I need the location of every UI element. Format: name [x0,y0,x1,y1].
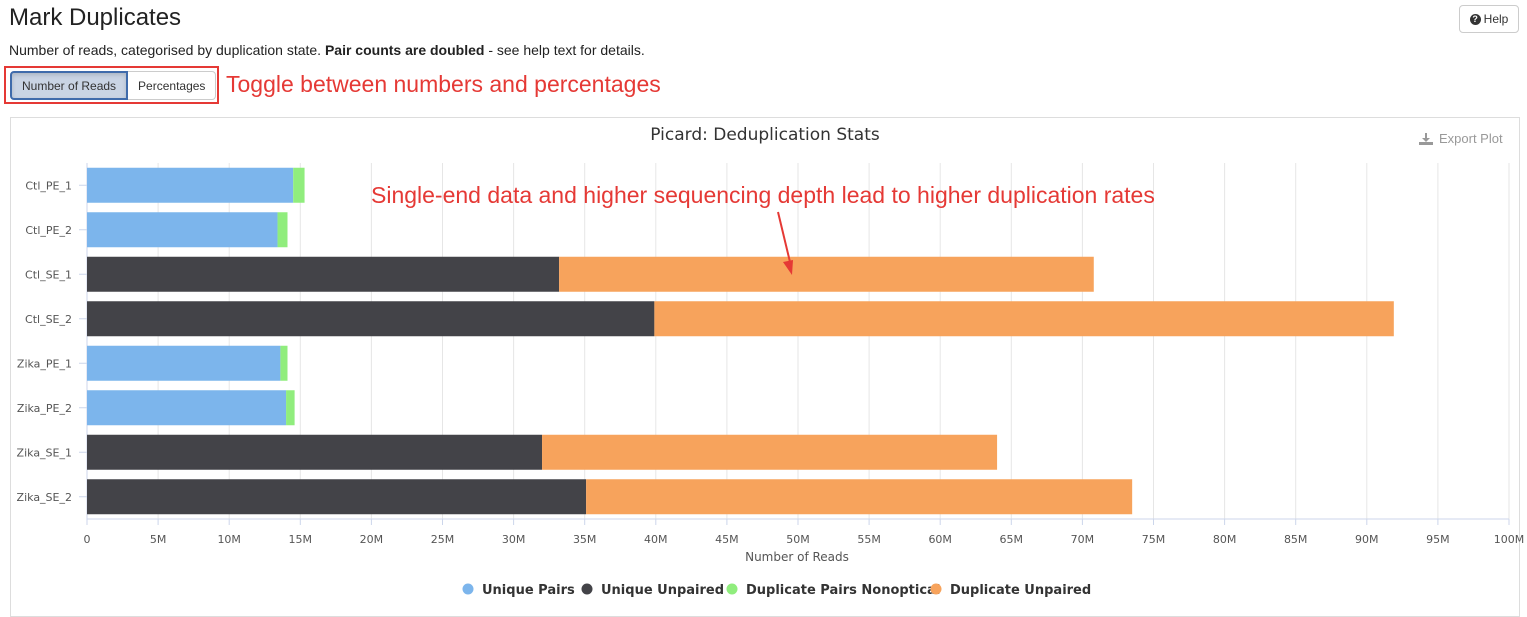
number-of-reads-button[interactable]: Number of Reads [10,71,129,100]
x-tick-label: 100M [1494,533,1525,546]
x-tick-label: 0 [84,533,91,546]
x-tick-label: 40M [644,533,668,546]
legend-marker [726,583,738,595]
x-tick-label: 20M [360,533,384,546]
legend-marker [930,583,942,595]
description-suffix: - see help text for details. [484,42,645,58]
toggle-annotation: Toggle between numbers and percentages [226,71,661,97]
bar-segment [87,479,587,515]
depth-annotation: Single-end data and higher sequencing de… [371,182,1155,208]
bar-segment [87,434,543,470]
x-tick-label: 65M [1000,533,1024,546]
x-tick-label: 85M [1284,533,1308,546]
x-tick-label: 25M [431,533,455,546]
description-text: Number of reads, categorised by duplicat… [9,42,325,58]
toggle-group: Number of Reads Percentages [10,71,217,100]
y-tick-label: Zika_SE_2 [17,491,72,504]
bar-segment [87,167,294,203]
legend-label: Duplicate Unpaired [950,583,1091,598]
x-tick-label: 80M [1213,533,1237,546]
export-plot-button[interactable]: Export Plot [1418,131,1503,146]
page-title: Mark Duplicates [9,4,182,31]
x-tick-label: 45M [715,533,739,546]
bar-segment [87,301,655,337]
bar-segment [277,212,288,248]
export-plot-label: Export Plot [1439,131,1503,146]
bar-segment [286,390,295,426]
x-tick-label: 5M [150,533,167,546]
x-tick-label: 75M [1142,533,1166,546]
x-tick-label: 15M [289,533,313,546]
y-tick-label: Zika_PE_2 [17,402,72,415]
legend-marker [581,583,593,595]
x-tick-label: 35M [573,533,597,546]
bar-segment [87,345,281,381]
x-tick-label: 30M [502,533,526,546]
y-tick-label: Zika_PE_1 [17,357,72,370]
x-tick-label: 50M [786,533,810,546]
deduplication-chart: Picard: Deduplication Stats Ctl_PE_1 Ctl_… [17,125,1525,598]
toggle-highlight-box [4,66,219,104]
description: Number of reads, categorised by duplicat… [9,42,645,58]
x-axis-label: Number of Reads [745,550,849,564]
bar-segment [542,434,998,470]
bar-segment [293,167,305,203]
chart-title: Picard: Deduplication Stats [650,125,880,145]
bar-segment [559,256,1094,292]
y-tick-label: Ctl_SE_1 [25,268,72,281]
y-tick-label: Ctl_PE_1 [25,179,72,192]
help-label: Help [1483,12,1509,26]
bar-segment [586,479,1133,515]
question-circle-icon: ? [1469,13,1481,25]
legend-marker [462,583,474,595]
bar-segment [87,256,560,292]
y-tick-label: Ctl_SE_2 [25,313,72,326]
description-bold: Pair counts are doubled [324,42,485,58]
bar-segment [654,301,1394,337]
x-tick-label: 10M [217,533,241,546]
x-tick-label: 90M [1355,533,1379,546]
bar-segment [87,212,278,248]
legend-label: Unique Pairs [482,583,575,598]
bar-segment [87,390,287,426]
y-tick-label: Zika_SE_1 [17,446,72,459]
x-tick-label: 70M [1071,533,1095,546]
legend-label: Duplicate Pairs Nonoptical [746,583,940,598]
x-tick-label: 55M [857,533,881,546]
bar-segment [280,345,288,381]
annotation-arrow [777,211,793,275]
percentages-button[interactable]: Percentages [128,71,217,100]
download-icon [1419,132,1433,145]
legend-label: Unique Unpaired [601,583,724,598]
x-tick-label: 60M [928,533,952,546]
y-tick-label: Ctl_PE_2 [25,224,72,237]
help-button[interactable]: ? Help [1459,5,1519,33]
x-tick-label: 95M [1426,533,1450,546]
